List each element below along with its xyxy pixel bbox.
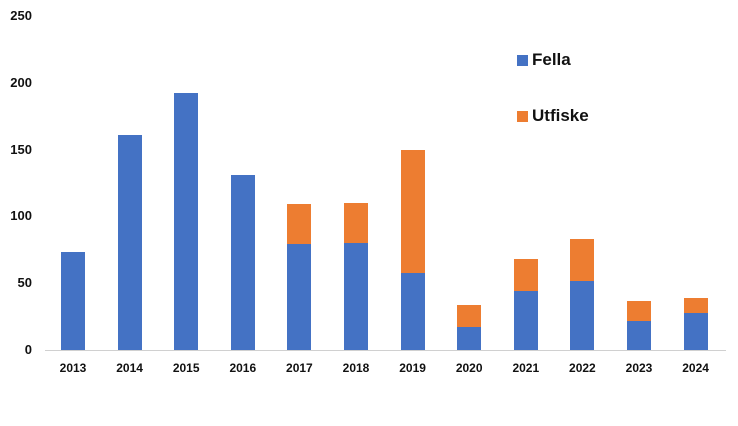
bar-2022: [570, 0, 595, 350]
legend-swatch-fella: [517, 54, 528, 66]
bar-2014: [117, 0, 142, 350]
bar-2018: [344, 0, 368, 350]
legend-item-fella: Fella: [517, 50, 571, 70]
bar-2021: [513, 0, 538, 350]
bar-segment-fella: [400, 272, 425, 350]
bar-segment-fella: [683, 312, 708, 350]
y-tick-label: 100: [10, 208, 32, 224]
bar-segment-utfiske: [683, 297, 708, 313]
bar-2023: [627, 0, 651, 350]
x-tick-label: 2023: [625, 361, 653, 375]
x-tick-label: 2014: [116, 361, 143, 375]
bar-segment-fella: [513, 291, 538, 350]
y-tick-label: 50: [17, 275, 32, 291]
bar-segment-utfiske: [287, 204, 312, 245]
x-tick-label: 2013: [59, 361, 87, 375]
bar-2020: [457, 0, 482, 350]
bar-segment-fella: [230, 174, 255, 350]
y-tick-label: 0: [24, 342, 32, 357]
bar-segment-utfiske: [457, 304, 482, 328]
x-tick-label: 2018: [342, 361, 370, 375]
bar-2016: [230, 0, 255, 350]
x-tick-label: 2016: [229, 361, 257, 375]
x-tick-label: 2022: [569, 361, 596, 375]
legend-swatch-utfiske: [517, 110, 528, 122]
bar-segment-fella: [61, 252, 85, 350]
bar-segment-fella: [174, 93, 199, 350]
bar-segment-utfiske: [400, 149, 425, 273]
bar-2015: [174, 0, 199, 350]
bar-segment-fella: [627, 320, 651, 350]
bar-segment-utfiske: [627, 300, 651, 321]
x-tick-label: 2024: [682, 361, 709, 375]
x-tick-label: 2015: [172, 361, 200, 375]
bar-2017: [287, 0, 312, 350]
bar-2024: [683, 0, 708, 350]
bar-segment-fella: [570, 280, 595, 350]
x-tick-label: 2019: [399, 361, 426, 375]
bar-segment-fella: [287, 244, 312, 350]
y-tick-label: 200: [10, 74, 32, 90]
bar-segment-fella: [117, 134, 142, 350]
x-tick-label: 2020: [455, 361, 483, 375]
y-tick-label: 150: [10, 141, 32, 157]
bar-segment-utfiske: [513, 259, 538, 292]
x-axis-line: [45, 350, 726, 351]
bar-segment-utfiske: [344, 203, 368, 244]
x-tick-label: 2017: [286, 361, 313, 375]
legend-label: Utfiske: [532, 106, 589, 125]
bar-2013: [61, 0, 85, 350]
y-tick-label: 250: [10, 8, 32, 23]
bar-2019: [400, 0, 425, 350]
bar-segment-fella: [344, 243, 368, 350]
legend-item-utfiske: Utfiske: [517, 106, 589, 126]
x-tick-label: 2021: [512, 361, 540, 375]
bar-segment-utfiske: [570, 239, 595, 281]
bar-segment-fella: [457, 327, 482, 350]
legend-label: Fella: [532, 50, 571, 69]
